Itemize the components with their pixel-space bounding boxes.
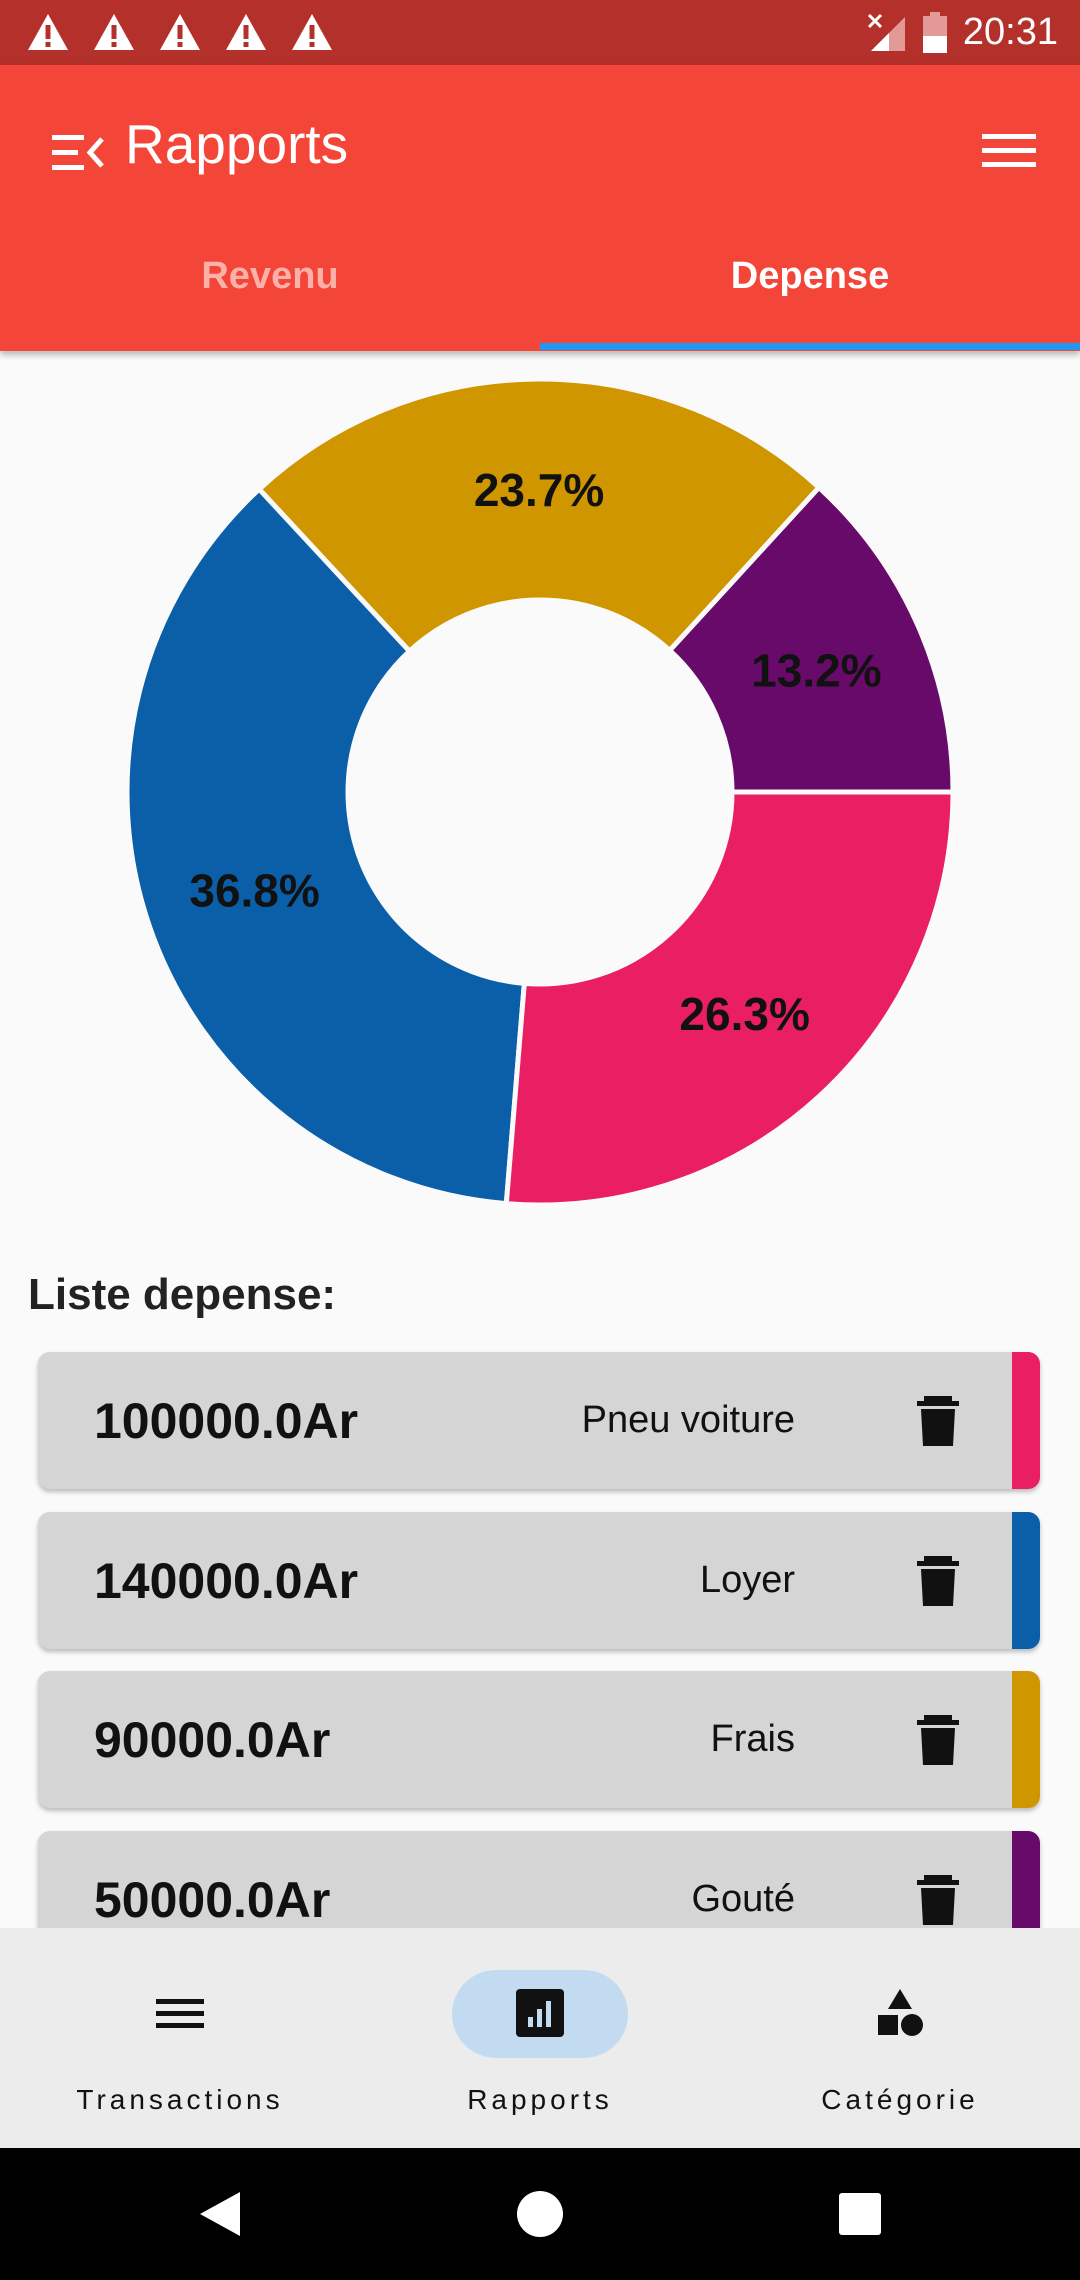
list-item[interactable]: 50000.0Ar Gouté — [38, 1831, 1040, 1928]
category-color-strip — [1012, 1671, 1040, 1808]
donut-slice-1 — [255, 376, 823, 655]
item-amount: 140000.0Ar — [94, 1552, 359, 1609]
item-label: Pneu voiture — [581, 1399, 795, 1441]
item-amount: 100000.0Ar — [94, 1392, 359, 1449]
donut-slice-label-0: 13.2% — [751, 644, 881, 696]
status-right: 20:31 — [867, 0, 1058, 65]
donut-slice-label-1: 23.7% — [474, 464, 604, 516]
hamburger-icon[interactable] — [980, 123, 1038, 179]
status-bar: 20:31 — [0, 0, 1080, 65]
expense-list: 100000.0Ar Pneu voiture 140000.0Ar Loyer… — [28, 1330, 1046, 1928]
shapes-icon — [878, 1989, 923, 2036]
list-item[interactable]: 100000.0Ar Pneu voiture — [38, 1352, 1040, 1489]
tab-indicator — [540, 343, 1080, 350]
donut-slice-3 — [503, 789, 956, 1208]
donut-slice-0 — [666, 483, 956, 795]
notification-icons — [26, 12, 334, 52]
battery-low-icon — [922, 11, 947, 53]
item-label: Gouté — [691, 1878, 795, 1920]
system-navigation-bar — [0, 2148, 1080, 2280]
back-icon[interactable] — [190, 2184, 250, 2244]
list-item[interactable]: 90000.0Ar Frais — [38, 1671, 1040, 1808]
category-color-strip — [1012, 1831, 1040, 1928]
item-amount: 50000.0Ar — [94, 1871, 331, 1928]
trash-icon[interactable] — [911, 1713, 965, 1767]
home-icon[interactable] — [510, 2184, 570, 2244]
nav-label: Transactions — [76, 2084, 284, 2115]
warning-icon — [160, 14, 200, 50]
item-label: Loyer — [699, 1559, 795, 1601]
donut-slice-label-2: 36.8% — [189, 865, 319, 917]
nav-label: Catégorie — [821, 2084, 979, 2115]
bottom-navigation: Transactions Rapports Catégorie — [0, 1928, 1080, 2148]
bar-chart-icon — [516, 1989, 564, 2037]
tab-depense-label: Depense — [730, 255, 890, 297]
category-color-strip — [1012, 1512, 1040, 1649]
list-title: Liste depense: — [28, 1270, 337, 1319]
donut-slice-label-3: 26.3% — [679, 988, 809, 1040]
signal-no-sim-icon — [867, 13, 905, 51]
app-bar: Rapports Revenu Depense — [0, 65, 1080, 351]
page-title: Rapports — [125, 113, 349, 175]
donut-slice-2 — [124, 485, 528, 1207]
tab-revenu[interactable]: Revenu — [0, 255, 540, 351]
trash-icon[interactable] — [911, 1394, 965, 1448]
category-color-strip — [1012, 1352, 1040, 1489]
nav-transactions[interactable]: Transactions — [0, 1928, 360, 2148]
recents-icon[interactable] — [830, 2184, 890, 2244]
warning-icon — [292, 14, 332, 50]
expense-donut-chart: 13.2% 23.7% 36.8% 26.3% — [124, 376, 956, 1208]
status-time: 20:31 — [962, 11, 1058, 53]
warning-icon — [94, 14, 134, 50]
warning-icon — [226, 14, 266, 50]
trash-icon[interactable] — [911, 1873, 965, 1927]
list-icon — [156, 1999, 204, 2028]
nav-label: Rapports — [467, 2084, 613, 2115]
item-label: Frais — [710, 1718, 795, 1760]
trash-icon[interactable] — [911, 1554, 965, 1608]
nav-rapports[interactable]: Rapports — [360, 1928, 720, 2148]
list-item[interactable]: 140000.0Ar Loyer — [38, 1512, 1040, 1649]
warning-icon — [28, 14, 68, 50]
nav-categorie[interactable]: Catégorie — [720, 1928, 1080, 2148]
item-amount: 90000.0Ar — [94, 1711, 331, 1768]
menu-open-icon[interactable] — [50, 125, 106, 181]
tab-revenu-label: Revenu — [201, 255, 339, 297]
tab-depense[interactable]: Depense — [540, 255, 1080, 351]
